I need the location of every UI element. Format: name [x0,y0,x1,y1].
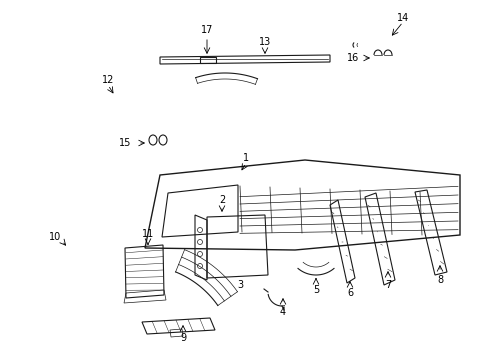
Text: 4: 4 [279,307,285,317]
Text: 5: 5 [312,285,319,295]
Text: 8: 8 [436,275,442,285]
Text: 15: 15 [119,138,131,148]
Text: 14: 14 [396,13,408,23]
Text: 1: 1 [243,153,248,163]
Text: 2: 2 [219,195,224,205]
Text: 6: 6 [346,288,352,298]
Text: 3: 3 [237,280,243,290]
Text: 12: 12 [102,75,114,85]
Text: 13: 13 [258,37,270,47]
Text: 7: 7 [384,280,390,290]
Text: 10: 10 [49,232,61,242]
Text: 11: 11 [142,229,154,239]
Text: 17: 17 [201,25,213,35]
Text: 16: 16 [346,53,358,63]
Text: 9: 9 [180,333,185,343]
